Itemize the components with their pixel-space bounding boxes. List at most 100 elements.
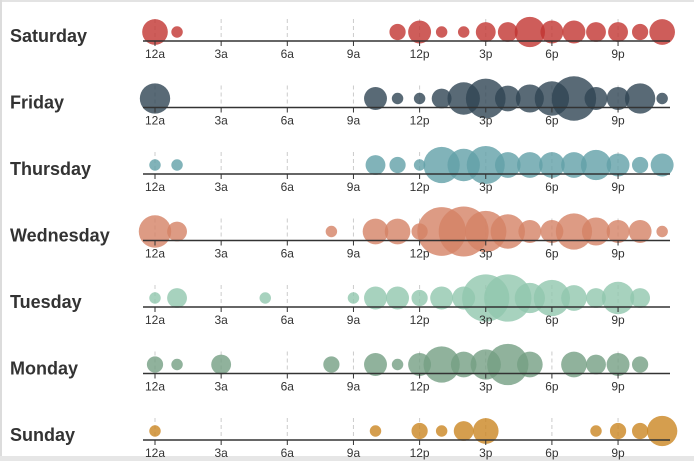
tick-label: 6a [281, 247, 295, 261]
data-point [518, 220, 542, 243]
data-point [517, 152, 543, 178]
data-point [590, 425, 602, 437]
data-point [259, 292, 271, 304]
tick-label: 6a [281, 180, 295, 194]
tick-label: 12p [410, 247, 430, 261]
day-label: Monday [10, 359, 78, 379]
data-point [323, 356, 340, 373]
data-point [389, 156, 406, 174]
data-point [586, 288, 606, 308]
data-point [411, 422, 428, 440]
tick-label: 9a [347, 313, 361, 327]
tick-label: 9p [611, 313, 625, 327]
data-point [138, 215, 172, 248]
data-point [146, 356, 164, 373]
tick-label: 6p [545, 380, 559, 394]
data-point [431, 88, 452, 109]
data-point [362, 218, 389, 245]
data-point [411, 289, 428, 307]
tick-label: 3p [479, 180, 493, 194]
tick-label: 12p [410, 47, 430, 61]
tick-label: 9p [611, 114, 625, 128]
day-label: Wednesday [10, 226, 110, 246]
data-point [435, 425, 448, 437]
row-monday: Monday 12a 3a 6a 9a 12p 3p 6p 9p [10, 343, 670, 394]
row-thursday: Thursday 12a 3a 6a 9a 12p 3p 6p 9p [10, 145, 674, 194]
tick-label: 3p [479, 247, 493, 261]
data-point [457, 26, 470, 38]
data-point [139, 83, 171, 114]
data-point [631, 422, 649, 440]
tick-label: 12a [145, 380, 165, 394]
data-point [631, 156, 649, 174]
tick-label: 3a [214, 446, 228, 460]
day-label: Tuesday [10, 292, 82, 312]
tick-label: 9a [347, 114, 361, 128]
tick-label: 6p [545, 313, 559, 327]
data-point [386, 286, 410, 310]
row-saturday: Saturday 12a 3a 6a 9a 12p 3p 6p 9p [10, 16, 675, 61]
data-point [369, 425, 382, 437]
tick-label: 9a [347, 446, 361, 460]
tick-label: 12p [410, 380, 430, 394]
data-point [149, 292, 161, 304]
data-point [581, 217, 611, 246]
data-point [472, 418, 499, 444]
data-point [628, 220, 652, 243]
tick-label: 12a [145, 313, 165, 327]
tick-label: 9p [611, 446, 625, 460]
tick-label: 12p [410, 313, 430, 327]
data-point [487, 343, 529, 386]
data-point [517, 351, 543, 378]
tick-label: 9a [347, 247, 361, 261]
data-point [475, 22, 496, 42]
data-point [167, 288, 187, 308]
tick-label: 9p [611, 380, 625, 394]
day-label: Thursday [10, 159, 91, 179]
data-point [384, 218, 411, 245]
row-sunday: Sunday 12a 3a 6a 9a 12p 3p 6p 9p [10, 415, 678, 460]
data-point [484, 274, 532, 322]
data-point [364, 87, 387, 110]
data-point [364, 286, 387, 310]
data-point [171, 26, 183, 38]
tick-label: 6a [281, 446, 295, 460]
data-point [430, 286, 454, 310]
day-label: Sunday [10, 425, 75, 445]
data-point [325, 225, 338, 238]
data-point [149, 425, 161, 437]
data-point [609, 422, 627, 440]
data-point [631, 23, 649, 41]
tick-label: 9p [611, 247, 625, 261]
tick-label: 9p [611, 47, 625, 61]
tick-label: 12p [410, 180, 430, 194]
data-point [408, 20, 432, 44]
frame-bottom-border [0, 456, 694, 461]
data-point [580, 149, 612, 181]
frame-top-border [0, 0, 694, 2]
data-point [646, 415, 678, 447]
tick-label: 9p [611, 180, 625, 194]
data-point [149, 159, 161, 171]
data-point [171, 159, 183, 171]
data-point [167, 221, 187, 242]
tick-label: 9a [347, 180, 361, 194]
tick-label: 12a [145, 446, 165, 460]
data-point [562, 20, 586, 44]
tick-label: 3p [479, 446, 493, 460]
tick-label: 9a [347, 47, 361, 61]
data-point [413, 159, 426, 171]
tick-label: 6a [281, 47, 295, 61]
tick-label: 12a [145, 47, 165, 61]
data-point [650, 153, 674, 177]
data-point [171, 358, 183, 371]
data-point [606, 220, 630, 243]
frame-left-border [0, 0, 2, 461]
data-point [450, 351, 477, 378]
data-point [561, 152, 587, 178]
data-point [540, 20, 564, 44]
data-point [391, 92, 404, 105]
data-point [606, 153, 630, 177]
